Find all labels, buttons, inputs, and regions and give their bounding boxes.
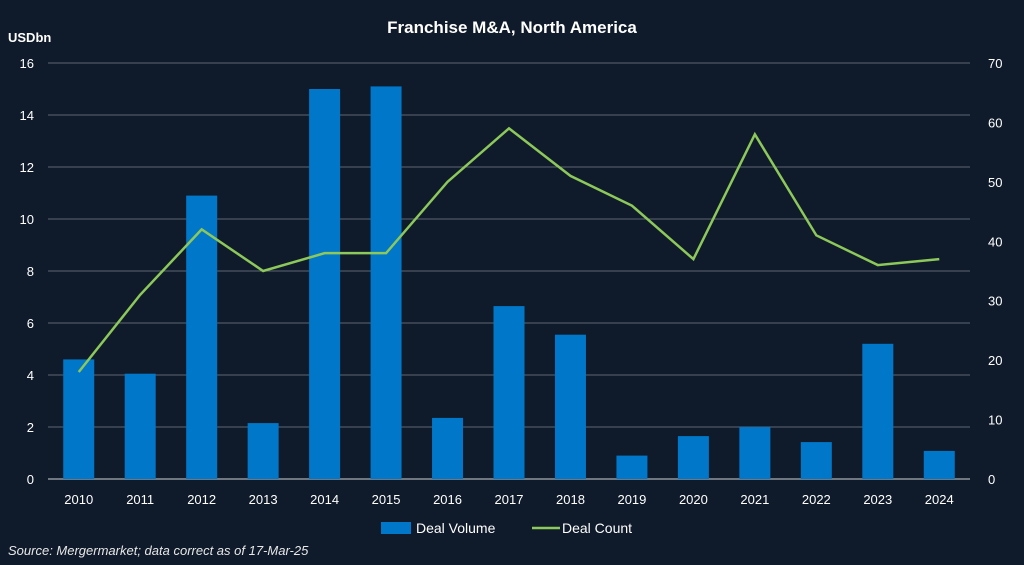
y-tick-label: 10: [20, 212, 34, 227]
x-tick-label: 2017: [495, 492, 524, 507]
bar-2014: [309, 89, 341, 479]
x-tick-label: 2015: [372, 492, 401, 507]
bar-2013: [247, 423, 279, 479]
bar-2020: [677, 436, 709, 479]
y-tick-label: 14: [20, 108, 34, 123]
x-tick-label: 2018: [556, 492, 585, 507]
y-tick-label: 16: [20, 56, 34, 71]
y-tick-label: 2: [27, 420, 34, 435]
bar-2011: [124, 373, 156, 479]
x-tick-label: 2021: [740, 492, 769, 507]
x-tick-label: 2023: [863, 492, 892, 507]
bar-2016: [432, 417, 464, 479]
y-tick-label: 4: [27, 368, 34, 383]
y2-tick-label: 50: [988, 175, 1002, 190]
bar-2015: [370, 86, 402, 480]
y-tick-label: 6: [27, 316, 34, 331]
x-tick-label: 2012: [187, 492, 216, 507]
bar-2021: [739, 427, 771, 479]
x-tick-label: 2022: [802, 492, 831, 507]
x-tick-label: 2010: [64, 492, 93, 507]
y-tick-label: 0: [27, 472, 34, 487]
y2-tick-label: 60: [988, 115, 1002, 130]
y-tick-label: 8: [27, 264, 34, 279]
y-tick-label: 12: [20, 160, 34, 175]
bar-2017: [493, 306, 525, 479]
x-tick-label: 2020: [679, 492, 708, 507]
y2-tick-label: 10: [988, 413, 1002, 428]
x-tick-label: 2011: [126, 492, 154, 507]
y2-tick-label: 0: [988, 472, 995, 487]
x-tick-label: 2014: [310, 492, 339, 507]
bar-2023: [862, 343, 894, 479]
bar-2024: [923, 450, 955, 479]
x-tick-label: 2024: [925, 492, 954, 507]
bar-2018: [554, 334, 586, 479]
y2-tick-label: 70: [988, 56, 1002, 71]
legend-label-deal-volume: Deal Volume: [416, 520, 496, 536]
bar-2010: [63, 359, 95, 479]
legend-label-deal-count: Deal Count: [562, 520, 632, 536]
bar-2019: [616, 455, 648, 479]
x-tick-label: 2013: [249, 492, 278, 507]
legend-swatch-deal-volume: [381, 522, 411, 534]
y2-tick-label: 20: [988, 353, 1002, 368]
bar-2012: [186, 195, 218, 479]
x-tick-label: 2016: [433, 492, 462, 507]
x-tick-label: 2019: [617, 492, 646, 507]
bar-2022: [800, 442, 832, 479]
y2-tick-label: 40: [988, 234, 1002, 249]
source-note: Source: Mergermarket; data correct as of…: [8, 543, 309, 558]
y-axis-label: USDbn: [8, 30, 52, 45]
chart-title: Franchise M&A, North America: [387, 18, 637, 37]
y2-tick-label: 30: [988, 294, 1002, 309]
